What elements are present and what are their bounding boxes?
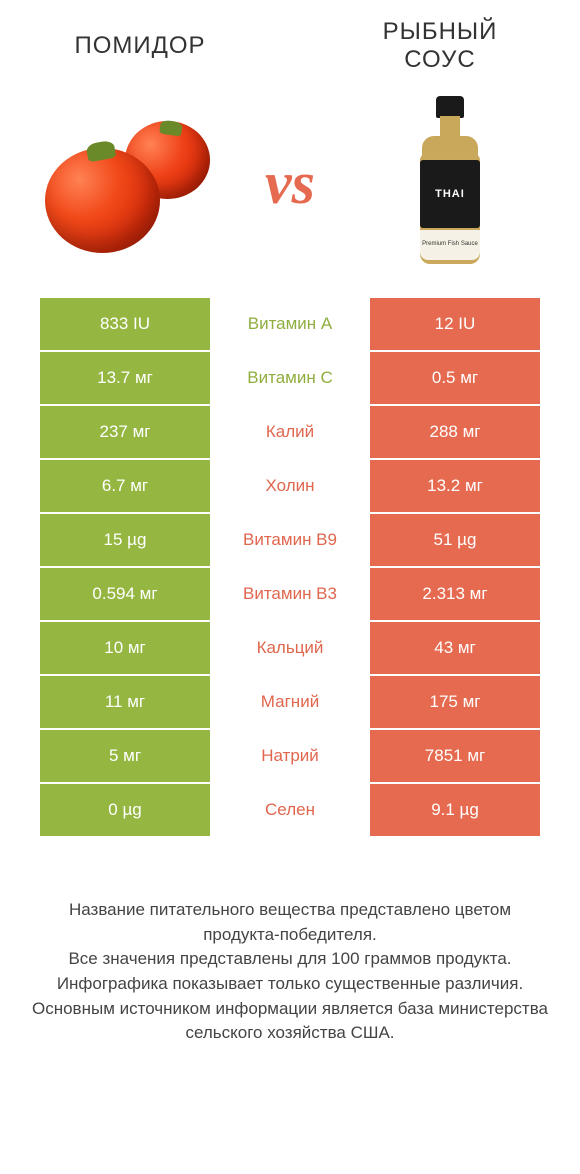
cell-left: 237 мг [40, 406, 210, 458]
cell-nutrient: Витамин A [210, 298, 370, 350]
footer-line-4: Основным источником информации является … [30, 997, 550, 1046]
cell-left: 833 IU [40, 298, 210, 350]
cell-nutrient: Витамин B9 [210, 514, 370, 566]
cell-left: 0 µg [40, 784, 210, 836]
comparison-table: 833 IUВитамин A12 IU13.7 мгВитамин C0.5 … [0, 298, 580, 838]
table-row: 0 µgСелен9.1 µg [40, 784, 540, 838]
cell-right: 2.313 мг [370, 568, 540, 620]
cell-right: 9.1 µg [370, 784, 540, 836]
bottle-image: THAI Premium Fish Sauce [360, 98, 540, 268]
table-row: 6.7 мгХолин13.2 мг [40, 460, 540, 514]
cell-left: 5 мг [40, 730, 210, 782]
title-right: РЫБНЫЙ СОУС [330, 18, 550, 73]
vs-label: vs [265, 149, 315, 218]
footer-line-2: Все значения представлены для 100 граммо… [30, 947, 550, 972]
cell-right: 12 IU [370, 298, 540, 350]
footer-line-1: Название питательного вещества представл… [30, 898, 550, 947]
title-left: ПОМИДОР [30, 32, 250, 60]
cell-nutrient: Витамин C [210, 352, 370, 404]
cell-left: 13.7 мг [40, 352, 210, 404]
bottle-sublabel: Premium Fish Sauce [422, 241, 478, 248]
cell-left: 15 µg [40, 514, 210, 566]
cell-right: 175 мг [370, 676, 540, 728]
title-sauce-2: СОУС [330, 46, 550, 74]
cell-left: 0.594 мг [40, 568, 210, 620]
cell-right: 43 мг [370, 622, 540, 674]
cell-left: 11 мг [40, 676, 210, 728]
table-row: 5 мгНатрий7851 мг [40, 730, 540, 784]
header: ПОМИДОР РЫБНЫЙ СОУС [0, 0, 580, 73]
cell-left: 6.7 мг [40, 460, 210, 512]
table-row: 10 мгКальций43 мг [40, 622, 540, 676]
table-row: 237 мгКалий288 мг [40, 406, 540, 460]
images-row: vs THAI Premium Fish Sauce [0, 73, 580, 298]
cell-right: 0.5 мг [370, 352, 540, 404]
cell-right: 13.2 мг [370, 460, 540, 512]
cell-nutrient: Натрий [210, 730, 370, 782]
table-row: 15 µgВитамин B951 µg [40, 514, 540, 568]
cell-nutrient: Кальций [210, 622, 370, 674]
cell-nutrient: Калий [210, 406, 370, 458]
table-row: 833 IUВитамин A12 IU [40, 298, 540, 352]
title-tomato: ПОМИДОР [30, 32, 250, 60]
table-row: 0.594 мгВитамин B32.313 мг [40, 568, 540, 622]
cell-left: 10 мг [40, 622, 210, 674]
footer-notes: Название питательного вещества представл… [0, 838, 580, 1046]
footer-line-3: Инфографика показывает только существенн… [30, 972, 550, 997]
cell-nutrient: Холин [210, 460, 370, 512]
cell-nutrient: Селен [210, 784, 370, 836]
cell-right: 51 µg [370, 514, 540, 566]
tomato-image [40, 98, 220, 268]
table-row: 11 мгМагний175 мг [40, 676, 540, 730]
cell-right: 288 мг [370, 406, 540, 458]
bottle-label: THAI [435, 188, 465, 200]
table-row: 13.7 мгВитамин C0.5 мг [40, 352, 540, 406]
cell-nutrient: Витамин B3 [210, 568, 370, 620]
cell-right: 7851 мг [370, 730, 540, 782]
title-sauce-1: РЫБНЫЙ [330, 18, 550, 46]
cell-nutrient: Магний [210, 676, 370, 728]
